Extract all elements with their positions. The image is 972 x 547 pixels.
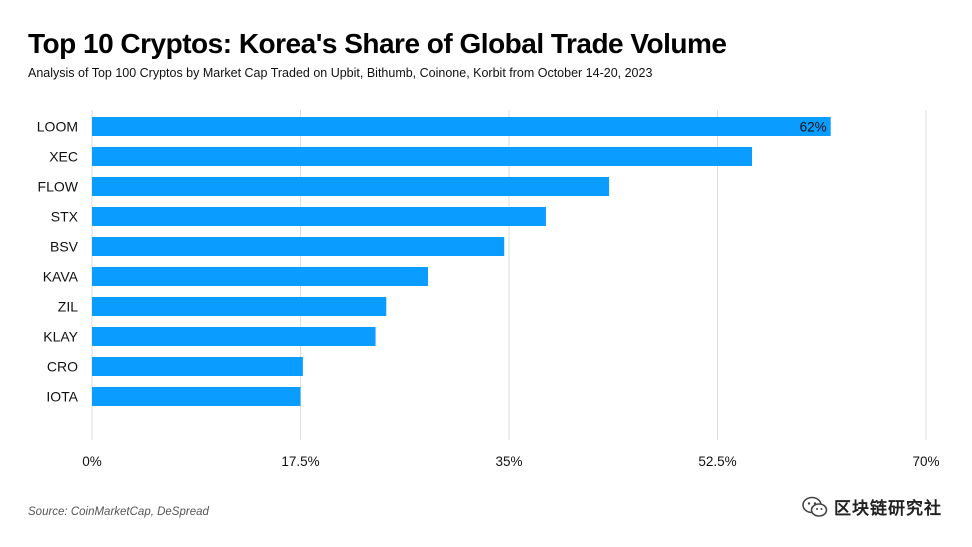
chart-title: Top 10 Cryptos: Korea's Share of Global … <box>28 28 727 59</box>
x-tick-label: 52.5% <box>698 454 736 469</box>
x-tick-label: 35% <box>495 454 522 469</box>
data-label: 62% <box>800 120 827 135</box>
watermark-text: 区块链研究社 <box>834 499 942 518</box>
bar-stx <box>92 207 546 226</box>
wechat-icon <box>802 496 828 517</box>
x-tick-label: 70% <box>912 454 939 469</box>
bar-bsv <box>92 237 505 256</box>
bar-iota <box>92 387 301 406</box>
y-tick-label: KLAY <box>43 329 78 345</box>
y-tick-label: STX <box>51 209 79 225</box>
bar-loom <box>92 117 831 136</box>
bar-klay <box>92 327 376 346</box>
x-tick-label: 0% <box>82 454 102 469</box>
y-tick-label: LOOM <box>37 119 78 135</box>
bar-zil <box>92 297 387 316</box>
bar-kava <box>92 267 428 286</box>
y-tick-label: BSV <box>50 239 79 255</box>
y-tick-label: ZIL <box>58 299 78 315</box>
bar-cro <box>92 357 303 376</box>
y-tick-label: FLOW <box>38 179 79 195</box>
bar-xec <box>92 147 753 166</box>
y-tick-label: XEC <box>49 149 78 165</box>
bar-flow <box>92 177 610 196</box>
y-tick-label: CRO <box>47 359 78 375</box>
chart-subtitle: Analysis of Top 100 Cryptos by Market Ca… <box>28 66 653 80</box>
source-note: Source: CoinMarketCap, DeSpread <box>28 506 209 518</box>
watermark: 区块链研究社 <box>802 494 942 519</box>
x-tick-label: 17.5% <box>281 454 319 469</box>
y-tick-label: KAVA <box>43 269 79 285</box>
y-tick-label: IOTA <box>46 389 78 405</box>
